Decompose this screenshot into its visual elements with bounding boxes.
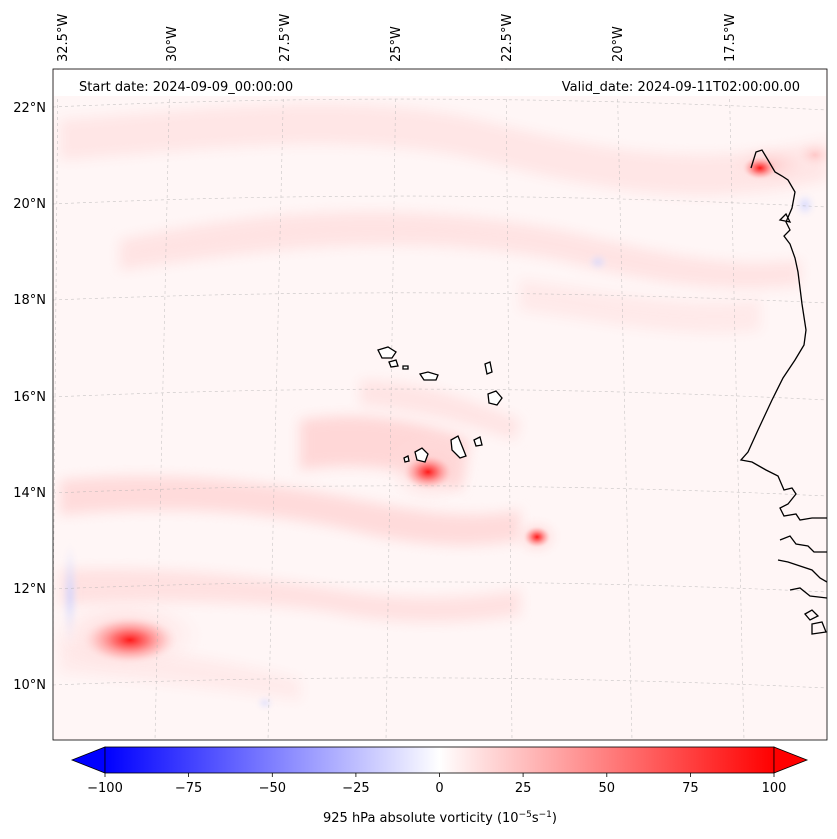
vorticity-max-cape-verde (402, 454, 454, 490)
colorbar-tick: 0 (435, 781, 443, 796)
colorbar-tick: 25 (515, 781, 532, 796)
lat-label: 14°N (13, 486, 46, 501)
map-panel (53, 69, 827, 740)
map-frame (52, 68, 828, 741)
island-fogo (414, 447, 429, 463)
lon-label: 25°W (389, 26, 404, 62)
lon-label: 30°W (165, 26, 180, 62)
colorbar-tick: −100 (87, 781, 123, 796)
lon-label: 17.5°W (723, 14, 738, 62)
island-sao-vicente (388, 359, 399, 368)
vorticity-max-west (82, 616, 178, 664)
lat-label: 12°N (13, 582, 46, 597)
colorbar-tick: 100 (762, 781, 787, 796)
lat-label: 10°N (13, 678, 46, 693)
lat-label: 16°N (13, 390, 46, 405)
cape-verde-islands (377, 346, 503, 463)
lon-label: 20°W (611, 26, 626, 62)
lon-label: 22.5°W (500, 14, 515, 62)
coastline (739, 149, 827, 635)
island-maio (473, 436, 483, 447)
colorbar-bar (104, 746, 775, 774)
island-santiago (450, 435, 467, 459)
start-date-label: Start date: 2024-09-09_00:00:00 (79, 80, 293, 95)
lon-label: 32.5°W (56, 14, 71, 62)
vorticity-field (60, 104, 827, 700)
vorticity-max-east (523, 526, 551, 548)
vorticity-maxima (53, 141, 827, 673)
island-boa-vista (487, 390, 503, 406)
longitude-labels: 32.5°W 30°W 27.5°W 25°W 22.5°W 20°W 17.5… (56, 14, 738, 62)
colorbar-tick: −25 (342, 781, 369, 796)
colorbar-tick: 75 (682, 781, 699, 796)
lat-label: 18°N (13, 293, 46, 308)
colorbar-max-arrow (773, 746, 809, 774)
colorbar-label: 925 hPa absolute vorticity (10−5s−1) (323, 810, 557, 826)
island-sao-nicolau (418, 371, 439, 381)
negative-vorticity-patch (795, 193, 815, 217)
header-strip (54, 70, 826, 96)
island-sal (484, 361, 493, 375)
latitude-labels: 22°N 20°N 18°N 16°N 14°N 12°N 10°N (13, 101, 46, 693)
colorbar-tick: −50 (259, 781, 286, 796)
gridlines (53, 69, 827, 740)
island-santo-antao (377, 346, 397, 359)
colorbar-min-arrow (70, 746, 106, 774)
colorbar-tick: 50 (599, 781, 616, 796)
island-brava (403, 455, 410, 463)
colorbar: −100 −75 −50 −25 0 25 50 75 100 925 hPa … (70, 746, 809, 826)
lat-label: 20°N (13, 197, 46, 212)
lon-label: 27.5°W (278, 14, 293, 62)
lat-label: 22°N (13, 101, 46, 116)
valid-date-label: Valid_date: 2024-09-11T02:00:00.00 (562, 80, 800, 95)
colorbar-tick: −75 (175, 781, 202, 796)
